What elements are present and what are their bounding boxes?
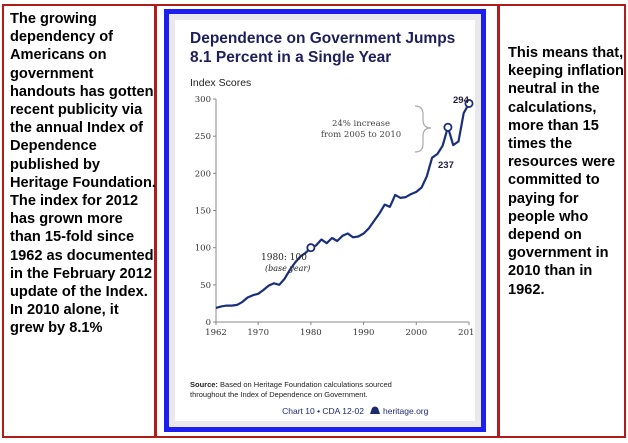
dependence-index-line [215,102,470,309]
increase-annotation-line2: from 2005 to 2010 [321,130,401,140]
source-line2: throughout the Index of Dependence on Go… [190,390,368,399]
x-tick-label: 1970 [247,328,269,338]
y-tick-label: 100 [195,244,211,254]
y-tick-label: 150 [195,207,211,217]
x-tick-label: 1990 [353,328,375,338]
increase-brace [414,105,432,153]
right-commentary-text: This means that, keeping inflation neutr… [508,45,624,298]
chart-series [215,102,470,309]
highlight-point-2006 [443,122,453,132]
y-axis-label: Index Scores [190,77,251,89]
left-text-cell: The growing dependency of Americans on g… [2,4,156,438]
highlight-point-1980 [306,243,316,253]
highlight-point-2010 [464,98,474,108]
y-tick-label: 200 [195,169,211,179]
x-tick-label: 2010 [458,328,475,338]
y-tick-label: 0 [206,318,211,328]
base-year-note: (base year) [265,264,310,273]
chart-frame: Dependence on Government Jumps 8.1 Perce… [164,9,486,432]
right-text-cell: This means that, keeping inflation neutr… [498,4,626,438]
base-year-label: 1980: 100 [261,253,307,263]
data-label-294: 294 [453,95,470,106]
chart-footer: Chart 10 • CDA 12-02 [282,406,364,416]
x-tick-labels: 1962 1970 1980 1990 2000 2010 [205,322,475,338]
source-line1: Source: Based on Heritage Foundation cal… [190,380,392,389]
x-tick-label: 1962 [205,328,227,338]
x-tick-label: 1980 [300,328,322,338]
y-tick-label: 50 [200,281,211,291]
chart-title-line2: 8.1 Percent in a Single Year [190,49,391,66]
y-tick-label: 250 [195,132,211,142]
chart-footer-site: heritage.org [383,406,429,416]
data-label-237: 237 [438,160,454,171]
chart-panel: Dependence on Government Jumps 8.1 Perce… [175,20,475,421]
x-tick-label: 2000 [405,328,427,338]
heritage-bell-icon [370,406,380,414]
left-commentary-text: The growing dependency of Americans on g… [10,11,156,337]
chart-highlight-points [306,98,474,253]
increase-annotation-line1: 24% increase [332,119,390,129]
dependence-index-chart: Dependence on Government Jumps 8.1 Perce… [190,30,475,416]
y-tick-labels: 0 50 100 150 200 250 300 [195,95,216,328]
y-tick-label: 300 [195,95,211,105]
chart-title-line1: Dependence on Government Jumps [190,30,455,47]
